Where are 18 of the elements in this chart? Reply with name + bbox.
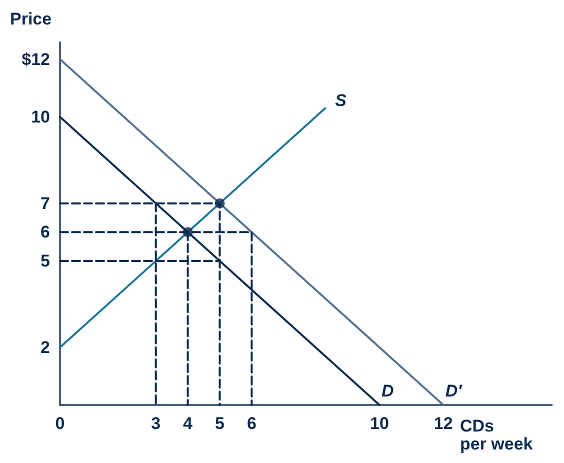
y-tick-label: 7 bbox=[40, 194, 50, 213]
y-tick-label: 2 bbox=[40, 338, 50, 357]
y-tick-label: 5 bbox=[40, 251, 50, 270]
x-tick-label: 3 bbox=[151, 414, 161, 433]
x-tick-label: 6 bbox=[246, 414, 256, 433]
x-tick-label: 10 bbox=[370, 414, 389, 433]
x-tick-label: 4 bbox=[183, 414, 194, 433]
series-label: D′ bbox=[445, 382, 463, 400]
y-tick-label: 6 bbox=[40, 222, 50, 242]
series-label: D bbox=[381, 382, 394, 400]
y-tick-label: 10 bbox=[31, 107, 50, 126]
x-axis-title: CDs per week bbox=[460, 416, 534, 454]
series-label: S bbox=[335, 90, 348, 110]
y-tick-label: $12 bbox=[22, 50, 50, 69]
x-tick-label: 0 bbox=[55, 414, 65, 433]
x-tick-label: 12 bbox=[434, 414, 453, 433]
y-axis-title: Price bbox=[10, 10, 52, 28]
x-tick-label: 5 bbox=[215, 414, 224, 433]
